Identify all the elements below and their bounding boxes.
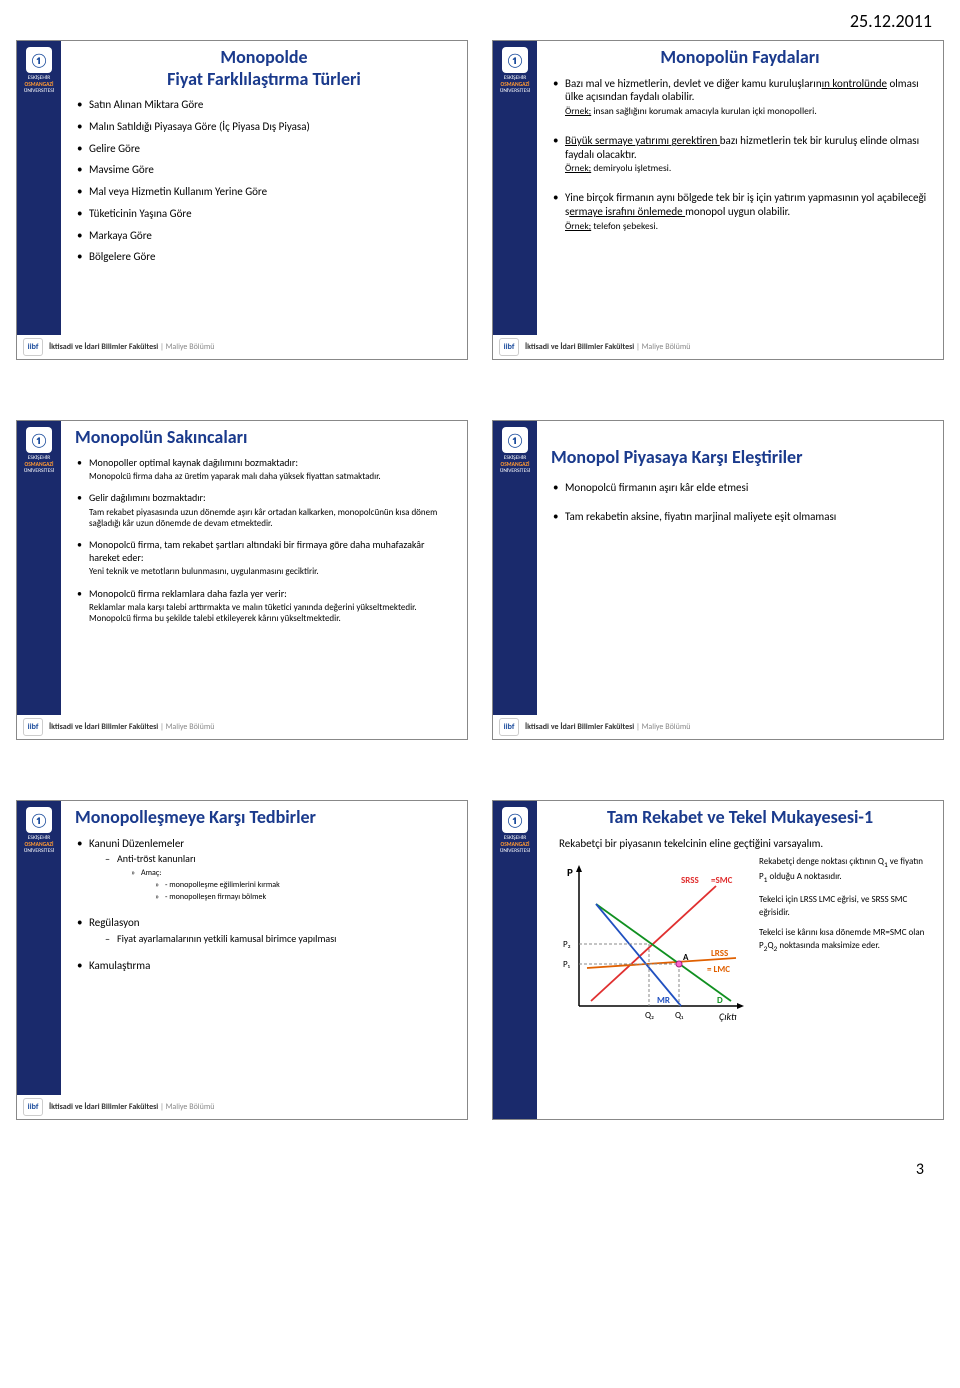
slide-sidebar: ① ESKİŞEHİROSMANGAZİÜNİVERSİTESİ bbox=[17, 421, 61, 715]
sub-item: Anti-tröst kanunları Amaç: - monopolleşm… bbox=[105, 853, 453, 902]
page-date: 25.12.2011 bbox=[16, 10, 944, 32]
slide-footer: iibf İktisadi ve İdari Bilimler Fakültes… bbox=[493, 335, 943, 359]
slide-title: Monopolün Sakıncaları bbox=[75, 427, 453, 449]
slide-sidebar: ① ESKİŞEHİROSMANGAZİÜNİVERSİTESİ bbox=[493, 421, 537, 715]
list-item: Gelire Göre bbox=[75, 142, 453, 156]
university-logo-icon: ① bbox=[26, 807, 52, 833]
list-item: Monopolcü firmanın aşırı kâr elde etmesi bbox=[551, 481, 929, 495]
slide-4: ① ESKİŞEHİROSMANGAZİÜNİVERSİTESİ Monopol… bbox=[492, 420, 944, 740]
svg-text:P₁: P₁ bbox=[563, 959, 571, 970]
svg-text:LRSS: LRSS bbox=[711, 948, 728, 959]
list-item: Satın Alınan Miktara Göre bbox=[75, 98, 453, 112]
footer-logo-icon: iibf bbox=[23, 1098, 43, 1116]
university-logo-icon: ① bbox=[502, 807, 528, 833]
sub-sub-item: - monopolleşen firmayı bölmek bbox=[155, 892, 453, 902]
list-item: Gelir dağılımını bozmaktadır:Tam rekabet… bbox=[75, 492, 453, 529]
slide-title: Monopol Piyasaya Karşı Eleştiriler bbox=[551, 447, 929, 469]
svg-text:=SMC: =SMC bbox=[711, 875, 733, 886]
svg-text:P₂: P₂ bbox=[563, 939, 571, 950]
svg-text:P: P bbox=[567, 866, 573, 879]
list-item: Kamulaştırma bbox=[75, 959, 453, 973]
slide-footer: iibf İktisadi ve İdari Bilimler Fakültes… bbox=[17, 715, 467, 739]
university-logo-icon: ① bbox=[26, 47, 52, 73]
sub-sub-item: - monopolleşme eğilimlerini kırmak bbox=[155, 880, 453, 890]
bullet-list: Bazı mal ve hizmetlerin, devlet ve diğer… bbox=[551, 77, 929, 233]
slide-1: ① ESKİŞEHİR OSMANGAZİ ÜNİVERSİTESİ Monop… bbox=[16, 40, 468, 360]
svg-text:= LMC: = LMC bbox=[707, 964, 730, 975]
university-logo-icon: ① bbox=[502, 427, 528, 453]
footer-logo-icon: iibf bbox=[23, 718, 43, 736]
svg-text:A: A bbox=[683, 952, 689, 963]
bullet-list: Monopoller optimal kaynak dağılımını boz… bbox=[75, 457, 453, 625]
chart-svg: P Çıktı P₁ P₂ Q₁ Q₂ A SRSS =SMC LRSS = LMC MR D bbox=[551, 856, 751, 1026]
page-number: 3 bbox=[16, 1160, 944, 1179]
list-item: Monopolcü firma reklamlara daha fazla ye… bbox=[75, 588, 453, 625]
svg-text:D: D bbox=[717, 995, 723, 1006]
slide-5: ① ESKİŞEHİROSMANGAZİÜNİVERSİTESİ Monopol… bbox=[16, 800, 468, 1120]
slide-footer: iibf İktisadi ve İdari Bilimler Fakültes… bbox=[493, 715, 943, 739]
university-logo-icon: ① bbox=[502, 47, 528, 73]
slide-footer: iibf İktisadi ve İdari Bilimler Fakültes… bbox=[17, 1095, 467, 1119]
list-item: Malın Satıldığı Piyasaya Göre (İç Piyasa… bbox=[75, 120, 453, 134]
svg-text:MR: MR bbox=[657, 995, 670, 1006]
bullet-list: Kanuni Düzenlemeler Anti-tröst kanunları… bbox=[75, 837, 453, 973]
university-name: ESKİŞEHİROSMANGAZİÜNİVERSİTESİ bbox=[24, 835, 54, 855]
university-name: ESKİŞEHİROSMANGAZİÜNİVERSİTESİ bbox=[24, 455, 54, 475]
chart-notes: Rekabetçi denge noktası çıktının Q1 ve f… bbox=[759, 856, 929, 1026]
footer-logo-icon: iibf bbox=[499, 338, 519, 356]
intro-text: Rekabetçi bir piyasanın tekelcinin eline… bbox=[559, 837, 929, 850]
list-item: Büyük sermaye yatırımı gerektiren bazı h… bbox=[551, 134, 929, 175]
slide-sidebar: ① ESKİŞEHİROSMANGAZİÜNİVERSİTESİ bbox=[17, 801, 61, 1095]
footer-logo-icon: iibf bbox=[23, 338, 43, 356]
svg-text:Q₁: Q₁ bbox=[675, 1010, 684, 1021]
svg-text:Q₂: Q₂ bbox=[645, 1010, 654, 1021]
slide-3: ① ESKİŞEHİROSMANGAZİÜNİVERSİTESİ Monopol… bbox=[16, 420, 468, 740]
svg-text:SRSS: SRSS bbox=[681, 875, 699, 886]
slide-sidebar: ① ESKİŞEHİROSMANGAZİÜNİVERSİTESİ bbox=[493, 801, 537, 1119]
sub-item: Fiyat ayarlamalarının yetkili kamusal bi… bbox=[105, 933, 453, 946]
list-item: Monopoller optimal kaynak dağılımını boz… bbox=[75, 457, 453, 483]
list-item: Bazı mal ve hizmetlerin, devlet ve diğer… bbox=[551, 77, 929, 118]
list-item: Tüketicinin Yaşına Göre bbox=[75, 207, 453, 221]
svg-text:Çıktı: Çıktı bbox=[719, 1010, 737, 1023]
slide-2: ① ESKİŞEHİROSMANGAZİÜNİVERSİTESİ Monopol… bbox=[492, 40, 944, 360]
university-name: ESKİŞEHİROSMANGAZİÜNİVERSİTESİ bbox=[500, 455, 530, 475]
slide-title: Monopolde Fiyat Farklılaştırma Türleri bbox=[75, 47, 453, 90]
slide-title: Monopolün Faydaları bbox=[551, 47, 929, 69]
university-name: ESKİŞEHİR OSMANGAZİ ÜNİVERSİTESİ bbox=[24, 75, 54, 95]
footer-logo-icon: iibf bbox=[499, 718, 519, 736]
list-item: Tam rekabetin aksine, fiyatın marjinal m… bbox=[551, 510, 929, 524]
bullet-list: Satın Alınan Miktara Göre Malın Satıldığ… bbox=[75, 98, 453, 264]
slide-title: Monopolleşmeye Karşı Tedbirler bbox=[75, 807, 453, 829]
list-item: Monopolcü firma, tam rekabet şartları al… bbox=[75, 539, 453, 577]
sub-sub-item: Amaç: - monopolleşme eğilimlerini kırmak… bbox=[131, 868, 453, 902]
university-name: ESKİŞEHİROSMANGAZİÜNİVERSİTESİ bbox=[500, 75, 530, 95]
slide-sidebar: ① ESKİŞEHİROSMANGAZİÜNİVERSİTESİ bbox=[493, 41, 537, 335]
university-name: ESKİŞEHİROSMANGAZİÜNİVERSİTESİ bbox=[500, 835, 530, 855]
list-item: Mal veya Hizmetin Kullanım Yerine Göre bbox=[75, 185, 453, 199]
bullet-list: Monopolcü firmanın aşırı kâr elde etmesi… bbox=[551, 481, 929, 525]
slide-sidebar: ① ESKİŞEHİR OSMANGAZİ ÜNİVERSİTESİ bbox=[17, 41, 61, 335]
economics-chart: P Çıktı P₁ P₂ Q₁ Q₂ A SRSS =SMC LRSS = LMC MR D bbox=[551, 856, 751, 1026]
university-logo-icon: ① bbox=[26, 427, 52, 453]
list-item: Yine birçok firmanın aynı bölgede tek bi… bbox=[551, 191, 929, 232]
slide-6: ① ESKİŞEHİROSMANGAZİÜNİVERSİTESİ Tam Rek… bbox=[492, 800, 944, 1120]
list-item: Mavsime Göre bbox=[75, 163, 453, 177]
list-item: Bölgelere Göre bbox=[75, 250, 453, 264]
list-item: Markaya Göre bbox=[75, 229, 453, 243]
slide-footer: iibf İktisadi ve İdari Bilimler Fakültes… bbox=[17, 335, 467, 359]
slide-title: Tam Rekabet ve Tekel Mukayesesi-1 bbox=[551, 807, 929, 829]
list-item: Kanuni Düzenlemeler Anti-tröst kanunları… bbox=[75, 837, 453, 902]
list-item: Regülasyon Fiyat ayarlamalarının yetkili… bbox=[75, 916, 453, 945]
slides-grid: ① ESKİŞEHİR OSMANGAZİ ÜNİVERSİTESİ Monop… bbox=[16, 40, 944, 1120]
